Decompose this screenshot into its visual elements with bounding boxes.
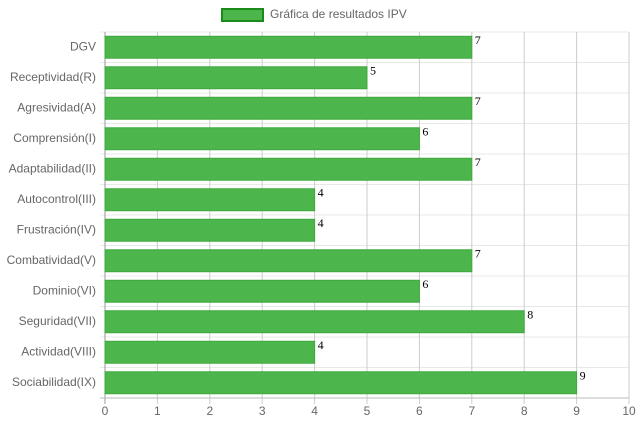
x-tick-label: 6 <box>416 404 423 418</box>
y-tick-label: Receptividad(R) <box>10 70 96 84</box>
value-label: 8 <box>527 308 533 322</box>
y-tick-label: Comprensión(I) <box>13 131 96 145</box>
value-label: 6 <box>422 125 428 139</box>
bar <box>104 96 473 120</box>
x-tick-label: 9 <box>573 404 580 418</box>
y-tick-label: Seguridad(VII) <box>19 314 96 328</box>
value-label: 4 <box>318 216 324 230</box>
bar <box>104 188 316 212</box>
bar <box>104 218 316 242</box>
x-tick-label: 10 <box>622 404 636 418</box>
y-tick-label: Actividad(VIII) <box>21 344 96 358</box>
value-label: 7 <box>475 247 481 261</box>
y-tick-label: Autocontrol(III) <box>17 192 96 206</box>
value-label: 7 <box>475 33 481 47</box>
legend-label[interactable]: Gráfica de resultados IPV <box>270 7 407 21</box>
y-tick-label: Sociabilidad(IX) <box>12 375 96 389</box>
bar <box>104 371 578 395</box>
x-tick-label: 3 <box>259 404 266 418</box>
x-tick-label: 0 <box>102 404 109 418</box>
value-label: 4 <box>318 338 324 352</box>
x-tick-label: 4 <box>311 404 318 418</box>
y-tick-label: Frustración(IV) <box>17 222 96 236</box>
y-tick-label: DGV <box>70 39 96 53</box>
x-tick-label: 1 <box>154 404 161 418</box>
bar <box>104 66 368 90</box>
value-label: 7 <box>475 155 481 169</box>
value-label: 7 <box>475 94 481 108</box>
y-tick-label: Combatividad(V) <box>7 253 96 267</box>
legend-swatch[interactable] <box>221 8 264 22</box>
y-tick-label: Agresividad(A) <box>17 100 96 114</box>
bar <box>104 279 420 303</box>
bar <box>104 127 420 151</box>
value-label: 5 <box>370 64 376 78</box>
value-label: 4 <box>318 186 324 200</box>
bar <box>104 157 473 181</box>
x-tick-label: 7 <box>468 404 475 418</box>
x-tick-label: 8 <box>521 404 528 418</box>
x-tick-label: 5 <box>364 404 371 418</box>
value-label: 6 <box>422 277 428 291</box>
bar <box>104 310 525 334</box>
value-label: 9 <box>580 369 586 383</box>
y-tick-label: Dominio(VI) <box>33 283 96 297</box>
bar <box>104 35 473 59</box>
y-tick-label: Adaptabilidad(II) <box>9 161 96 175</box>
bar <box>104 249 473 273</box>
bar <box>104 340 316 364</box>
x-tick-label: 2 <box>206 404 213 418</box>
